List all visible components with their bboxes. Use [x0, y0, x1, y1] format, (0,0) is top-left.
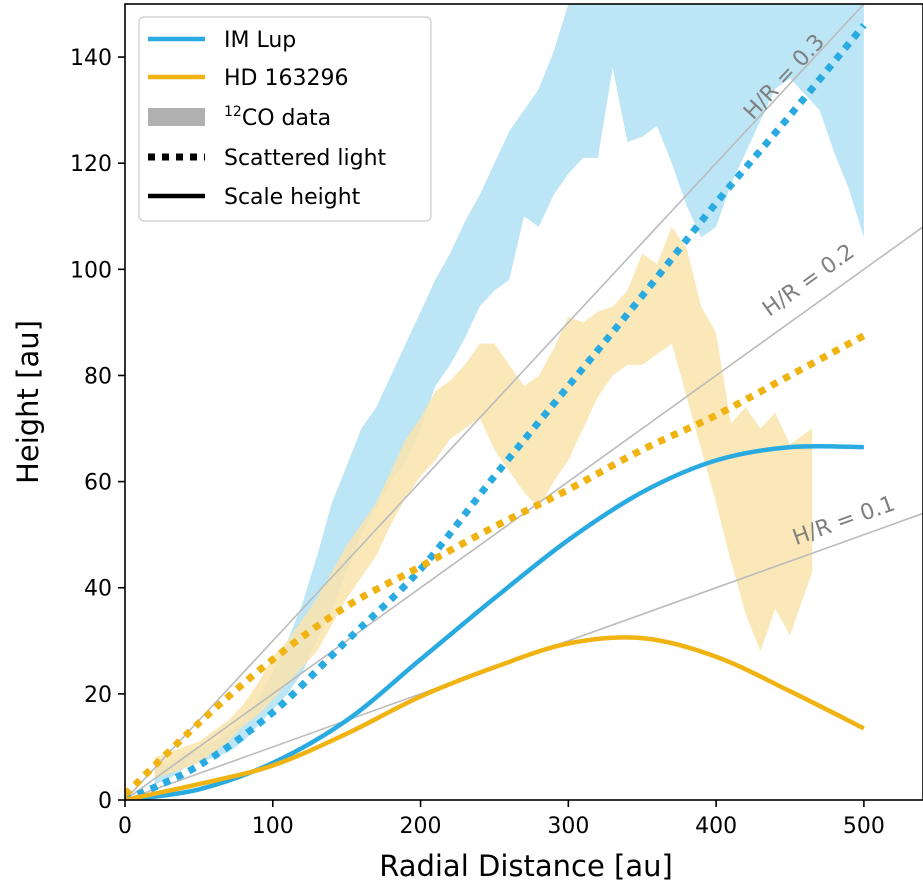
- legend-swatch-patch: [148, 108, 205, 126]
- series-lines: [125, 22, 867, 800]
- legend-label: IM Lup: [224, 28, 296, 53]
- legend-label: Scale height: [224, 185, 361, 210]
- hd-163296-scattered-light-line: [125, 332, 866, 798]
- y-tick-label: 80: [84, 364, 112, 389]
- y-tick-label: 120: [70, 152, 112, 177]
- legend-box: [138, 16, 432, 222]
- im-lup-scattered-light-line: [125, 22, 867, 800]
- y-tick-label: 140: [70, 46, 112, 71]
- x-tick-label: 200: [400, 814, 442, 839]
- x-tick-label: 400: [695, 814, 737, 839]
- y-tick-label: 0: [98, 789, 112, 814]
- y-axis-label: Height [au]: [11, 320, 45, 484]
- reference-line-hr-0-3: [125, 4, 865, 800]
- x-tick-label: 100: [252, 814, 294, 839]
- x-axis-label: Radial Distance [au]: [379, 849, 673, 883]
- plot-area: [125, 4, 923, 800]
- legend-label: 12CO data: [224, 104, 331, 131]
- legend-label: HD 163296: [224, 66, 348, 91]
- y-tick-label: 100: [70, 258, 112, 283]
- co-data-bands: [154, 4, 864, 785]
- legend: IM Lup HD 163296 12CO data Scattered light S…: [138, 16, 432, 222]
- plot-frame: [124, 3, 923, 801]
- x-tick-label: 300: [547, 814, 589, 839]
- co-band-hd-163296: [154, 226, 813, 779]
- x-tick-label: 500: [843, 814, 885, 839]
- y-tick-label: 40: [84, 577, 112, 602]
- y-tick-label: 20: [84, 683, 112, 708]
- x-axis-ticks: 0 100 200 300 400 500: [118, 800, 885, 839]
- legend-label: Scattered light: [224, 146, 387, 171]
- x-tick-label: 0: [118, 814, 132, 839]
- y-axis-ticks: 0 20 40 60 80 100 120 140: [70, 46, 125, 814]
- y-tick-label: 60: [84, 471, 112, 496]
- hd-163296-scale-height-line: [125, 635, 865, 800]
